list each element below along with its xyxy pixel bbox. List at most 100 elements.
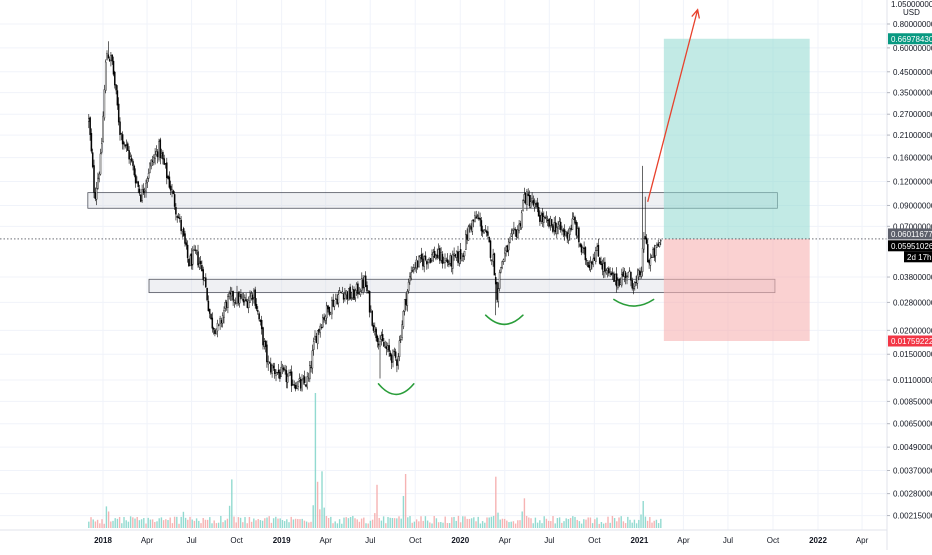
x-tick-label-10: Jul (544, 536, 554, 545)
target-arrow[interactable] (647, 9, 699, 202)
candle-body-245 (406, 290, 409, 307)
volume-bar-130 (374, 513, 376, 528)
volume-bar-118 (347, 518, 350, 528)
y-tick-label-4: 0.27000000 (893, 110, 932, 119)
volume-bar-8 (105, 506, 108, 528)
stop-loss-zone[interactable] (663, 238, 810, 342)
volume-bar-77 (257, 519, 259, 528)
volume-bar-107 (323, 507, 325, 528)
take-profit-zone[interactable] (663, 38, 810, 239)
volume-bar-34 (162, 520, 165, 528)
price-label-target-text: 0.66978430 (891, 35, 932, 44)
candle-body-307 (487, 231, 489, 236)
volume-bar-68 (237, 517, 240, 528)
price-label-stop: 0.01759222 (888, 335, 932, 347)
candle-body-76 (186, 244, 189, 258)
candle-body-329 (515, 229, 518, 238)
y-tick-label-11: 0.02800000 (893, 298, 932, 307)
volume-bar-218 (567, 519, 570, 528)
candle-body-340 (530, 201, 532, 208)
candle-body-257 (422, 258, 424, 267)
candle-body-145 (276, 371, 279, 374)
candle-body-345 (536, 202, 539, 208)
candle-body-66 (173, 194, 176, 207)
candle-body-252 (415, 259, 418, 269)
volume-bar-101 (310, 521, 312, 528)
countdown-bg (904, 251, 932, 263)
volume-bar-112 (334, 521, 336, 528)
candle-body-426 (641, 247, 644, 272)
candle-body-262 (428, 257, 431, 261)
y-tick-label-8: 0.09000000 (893, 201, 932, 210)
candle-body-175 (315, 335, 318, 343)
x-tick-label-0: 2018 (94, 536, 112, 545)
y-tick-label-19: 0.00280000 (893, 490, 932, 499)
candle-body-297 (474, 215, 476, 223)
volume-bar-159 (437, 522, 440, 528)
volume-bar-39 (173, 516, 176, 528)
volume-bar-121 (354, 518, 356, 528)
candle-body-57 (162, 152, 164, 160)
y-tick-label-3: 0.35000000 (893, 89, 932, 98)
bottom-curve-2[interactable] (484, 314, 524, 326)
volume-bar-203 (534, 517, 537, 528)
candle-body-104 (223, 309, 225, 318)
candle-body-414 (626, 276, 628, 281)
y-tick-label-1: 0.60000000 (893, 44, 932, 53)
time-axis[interactable]: 2018 Apr Jul Oct 2019 Apr Jul Oct 2020 Apr Jul Oct 2… (94, 536, 869, 545)
volume-bar-98 (303, 520, 306, 528)
countdown-label: 2d 17h (904, 251, 932, 263)
volume-bar-128 (369, 520, 372, 528)
volume-bar-193 (512, 521, 515, 528)
candle-body-337 (526, 191, 528, 206)
candle-body-80 (192, 250, 194, 265)
volume-bar-87 (279, 518, 281, 528)
bottom-curve-3[interactable] (613, 298, 655, 307)
candle-body-333 (520, 212, 523, 229)
candle-body-205 (354, 290, 357, 299)
y-tick-label-10: 0.03800000 (893, 273, 932, 282)
candle-body-427 (643, 238, 645, 250)
candle-body-437 (656, 244, 658, 248)
volume-bar-231 (596, 517, 598, 528)
candle-body-276 (446, 259, 449, 263)
volume-bar-153 (424, 516, 427, 528)
candle-body-3 (91, 152, 94, 167)
candle-body-22 (116, 90, 119, 106)
candle-body-268 (436, 254, 438, 258)
candle-body-243 (403, 299, 406, 312)
candle-body-387 (591, 261, 593, 264)
candle-body-295 (471, 220, 474, 232)
candle-body-68 (176, 216, 178, 218)
candle-body-189 (333, 300, 336, 307)
volume-bar-50 (198, 520, 200, 528)
candle-body-259 (424, 255, 427, 260)
candle-body-229 (385, 346, 388, 350)
candle-body-107 (227, 296, 229, 308)
annotations[interactable] (377, 8, 700, 396)
volume-bar-227 (587, 517, 589, 528)
candle-body-161 (297, 381, 299, 387)
candle-body-212 (363, 276, 366, 288)
volume-bar-66 (233, 516, 235, 528)
bottom-curve-1[interactable] (377, 383, 415, 396)
long-position-tool[interactable] (0, 38, 887, 342)
volume-bar-44 (184, 517, 187, 528)
price-axis[interactable]: 0.80000000 0.60000000 0.45000000 0.35000000… (887, 20, 932, 521)
volume-bar-127 (367, 523, 369, 528)
volume-bar-213 (556, 518, 559, 528)
volume-bar-209 (547, 520, 550, 528)
candle-body-214 (366, 285, 368, 292)
candle-body-150 (283, 367, 285, 371)
candle-body-121 (245, 299, 247, 302)
price-label-stop-text: 0.01759222 (891, 337, 932, 346)
candle-body-211 (362, 280, 364, 289)
x-tick-label-3: Oct (230, 536, 243, 545)
volume-bar-30 (154, 522, 156, 528)
countdown-text: 2d 17h (907, 253, 931, 262)
candle-body-418 (631, 280, 633, 289)
candle-body-208 (358, 292, 360, 294)
candle-body-196 (342, 293, 345, 300)
